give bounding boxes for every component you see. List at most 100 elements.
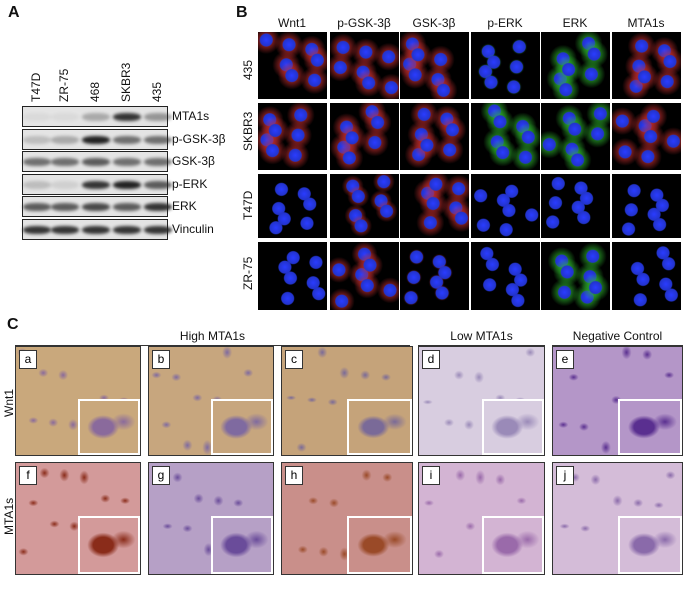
column-header: ERK xyxy=(562,16,588,30)
band-label: ERK xyxy=(172,199,197,213)
tile-label: a xyxy=(19,350,37,369)
row-label: Wnt1 xyxy=(2,388,16,417)
ihc-image: a xyxy=(15,346,141,456)
row-label: T47D xyxy=(241,190,255,220)
blot-band xyxy=(144,113,172,121)
fluorescence-image xyxy=(330,242,399,310)
blot-band xyxy=(82,180,110,189)
fluorescence-image xyxy=(541,242,610,310)
tile-label: g xyxy=(152,466,170,485)
group-header: Negative Control xyxy=(572,329,663,343)
fluorescence-image xyxy=(330,103,399,170)
blot-band xyxy=(23,113,51,121)
fluorescence-image xyxy=(612,103,681,170)
ihc-image: c xyxy=(281,346,413,456)
fluorescence-image xyxy=(400,103,469,170)
row-label: ZR-75 xyxy=(241,256,255,290)
column-header: GSK-3β xyxy=(412,16,456,30)
blot-strip xyxy=(22,128,172,150)
blot-band xyxy=(144,203,172,211)
fluorescence-image xyxy=(612,242,681,310)
blot-strip xyxy=(22,196,172,217)
fluorescence-image xyxy=(258,103,327,170)
blot-band xyxy=(23,158,51,166)
tile-label: j xyxy=(556,466,574,485)
blot-band xyxy=(51,158,79,166)
blot-band xyxy=(82,158,110,166)
fluorescence-image xyxy=(541,32,610,99)
blot-band xyxy=(113,158,141,166)
tile-label: e xyxy=(556,350,574,369)
tile-label: f xyxy=(19,466,37,485)
blot-band xyxy=(113,225,141,234)
lane-label: 468 xyxy=(88,81,102,102)
blot-strip xyxy=(22,218,172,240)
inset-zoom xyxy=(617,516,682,574)
blot-band xyxy=(144,158,172,166)
ihc-image: h xyxy=(281,462,413,575)
fluorescence-image xyxy=(330,174,399,238)
blot-band xyxy=(51,203,79,211)
group-rule xyxy=(552,345,683,346)
inset-zoom xyxy=(617,398,682,455)
blot-band xyxy=(144,180,172,189)
inset-zoom xyxy=(347,516,412,574)
inset-zoom xyxy=(211,398,273,455)
row-label: 435 xyxy=(241,59,255,80)
blot-band xyxy=(144,135,172,144)
row-label: SKBR3 xyxy=(241,111,255,151)
fluorescence-image xyxy=(612,174,681,238)
fluorescence-image xyxy=(612,32,681,99)
fluorescence-image xyxy=(471,103,540,170)
fluorescence-image xyxy=(258,32,327,99)
blot-band xyxy=(144,225,172,234)
ihc-image: g xyxy=(148,462,274,575)
ihc-image: f xyxy=(15,462,141,575)
blot-band xyxy=(23,135,51,144)
fluorescence-image xyxy=(400,174,469,238)
blot-band xyxy=(113,180,141,189)
fluorescence-image xyxy=(400,32,469,99)
blot-strip xyxy=(22,173,172,195)
inset-zoom xyxy=(78,516,140,574)
ihc-image: i xyxy=(418,462,545,575)
row-label: MTA1s xyxy=(2,497,16,535)
fluorescence-image xyxy=(258,174,327,238)
band-label: GSK-3β xyxy=(172,154,215,168)
blot-band xyxy=(51,113,79,121)
fluorescence-image xyxy=(400,242,469,310)
band-label: Vinculin xyxy=(172,221,214,236)
inset-zoom xyxy=(481,516,544,574)
inset-zoom xyxy=(347,398,412,455)
tile-label: i xyxy=(422,466,440,485)
band-label: p-GSK-3β xyxy=(172,131,226,146)
blot-band xyxy=(82,135,110,144)
ihc-image: b xyxy=(148,346,274,456)
fluorescence-image xyxy=(541,103,610,170)
panel-label: B xyxy=(236,4,248,21)
blot-band xyxy=(23,203,51,211)
band-label: MTA1s xyxy=(172,109,210,123)
fluorescence-image xyxy=(471,242,540,310)
blot-strip xyxy=(22,106,172,127)
panel-label: C xyxy=(7,316,19,333)
band-label: p-ERK xyxy=(172,176,208,191)
lane-label: SKBR3 xyxy=(119,62,133,102)
inset-zoom xyxy=(481,398,544,455)
lane-label: T47D xyxy=(29,72,43,102)
column-header: p-GSK-3β xyxy=(337,16,391,30)
column-header: Wnt1 xyxy=(277,16,307,30)
tile-label: d xyxy=(422,350,440,369)
fluorescence-image xyxy=(471,32,540,99)
ihc-image: d xyxy=(418,346,545,456)
blot-band xyxy=(113,135,141,144)
lane-label: 435 xyxy=(150,81,164,102)
blot-band xyxy=(113,203,141,211)
group-header: Low MTA1s xyxy=(450,329,513,343)
ihc-image: j xyxy=(552,462,683,575)
blot-band xyxy=(113,113,141,121)
inset-zoom xyxy=(211,516,273,574)
blot-band xyxy=(82,203,110,211)
tile-label: c xyxy=(285,350,303,369)
